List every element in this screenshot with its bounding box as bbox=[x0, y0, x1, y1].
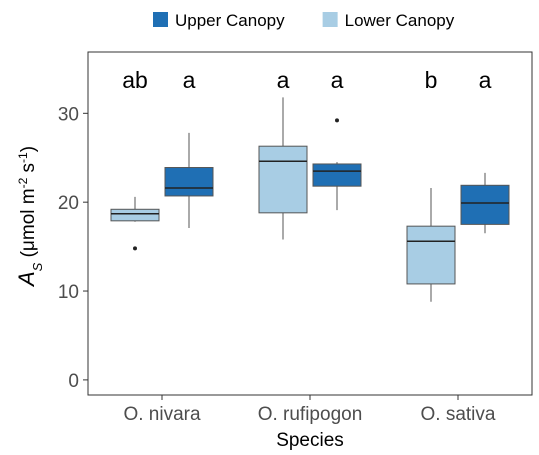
y-axis-title-part: A bbox=[14, 271, 39, 288]
x-axis-title: Species bbox=[276, 430, 344, 451]
significance-letter: a bbox=[331, 67, 344, 93]
significance-letter: a bbox=[277, 67, 290, 93]
box bbox=[406, 225, 456, 285]
significance-letter: a bbox=[183, 67, 196, 93]
y-axis-title-part: S bbox=[30, 262, 45, 271]
y-axis-title-part: -1 bbox=[16, 152, 30, 163]
outlier bbox=[133, 246, 137, 251]
y-axis-title: AS (μmol m-2 s-1) bbox=[14, 146, 45, 288]
significance-letter: a bbox=[479, 67, 492, 93]
legend-swatch bbox=[322, 12, 338, 27]
box bbox=[164, 167, 214, 197]
y-tick-label: 30 bbox=[58, 104, 79, 125]
y-tick-label: 10 bbox=[58, 282, 79, 303]
box bbox=[460, 184, 510, 225]
outlier bbox=[335, 118, 339, 123]
y-tick-label: 20 bbox=[58, 193, 79, 214]
legend-label: Lower Canopy bbox=[345, 11, 455, 30]
y-axis-title-part: (μmol m bbox=[18, 188, 39, 262]
box bbox=[258, 145, 308, 214]
legend-label: Upper Canopy bbox=[175, 11, 285, 30]
significance-letter: b bbox=[425, 67, 438, 93]
x-tick-label: O. rufipogon bbox=[258, 404, 363, 425]
x-tick-label: O. nivara bbox=[123, 404, 201, 425]
box bbox=[110, 208, 160, 222]
box bbox=[312, 163, 362, 187]
y-tick-label: 0 bbox=[68, 371, 79, 392]
y-axis-title-part: -2 bbox=[16, 177, 30, 188]
significance-letter: ab bbox=[122, 67, 148, 93]
y-axis-title-part: s bbox=[18, 163, 39, 178]
y-axis-title-part: ) bbox=[18, 146, 39, 152]
x-tick-label: O. sativa bbox=[421, 404, 496, 425]
legend-swatch bbox=[153, 12, 168, 27]
